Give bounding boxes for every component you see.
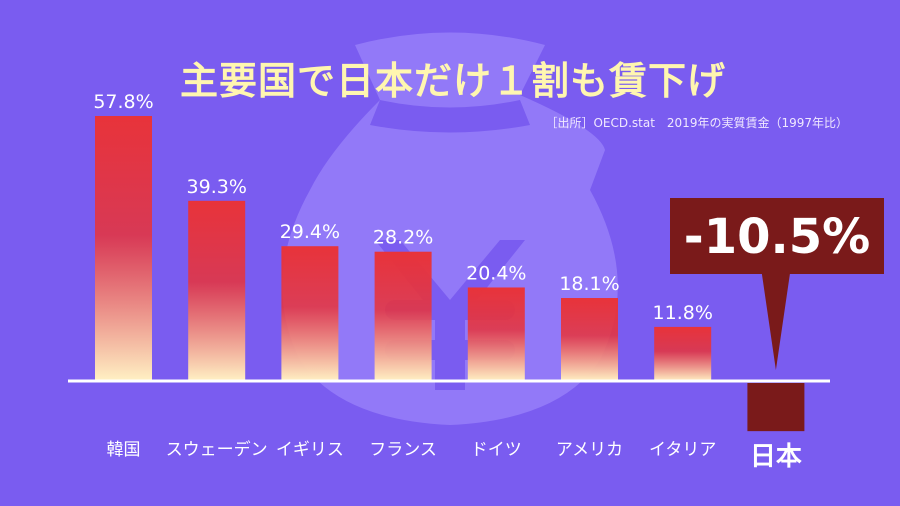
value-label-0: 57.8% bbox=[93, 91, 153, 113]
value-label-2: 29.4% bbox=[280, 221, 340, 243]
bar-0 bbox=[95, 116, 152, 381]
bar-3 bbox=[374, 251, 432, 381]
bars-layer bbox=[95, 116, 805, 432]
value-label-1: 39.3% bbox=[187, 176, 247, 198]
chart-source: ［出所］OECD.stat 2019年の実質賃金（1997年比） bbox=[545, 116, 848, 130]
category-label-0: 韓国 bbox=[107, 440, 141, 460]
japan-callout: -10.5% bbox=[670, 198, 884, 370]
category-label-3: フランス bbox=[369, 440, 437, 460]
bar-1 bbox=[188, 200, 246, 381]
labels-layer: 韓国 57.8% スウェーデン 39.3% イギリス 29.4% フランス 28.2% ドイツ 2… bbox=[93, 91, 802, 472]
value-label-3: 28.2% bbox=[373, 227, 433, 249]
category-label-4: ドイツ bbox=[471, 440, 522, 460]
chart-title: 主要国で日本だけ１割も賃下げ bbox=[180, 59, 727, 103]
category-label-7: 日本 bbox=[750, 442, 802, 472]
bar-5 bbox=[561, 298, 618, 381]
bar-6 bbox=[654, 326, 712, 381]
category-label-2: イギリス bbox=[276, 440, 344, 460]
value-label-6: 11.8% bbox=[653, 302, 713, 324]
category-label-1: スウェーデン bbox=[166, 439, 268, 460]
bar-7 bbox=[747, 383, 805, 432]
value-label-7: -10.5% bbox=[684, 209, 870, 265]
callout-box bbox=[670, 198, 884, 274]
value-label-4: 20.4% bbox=[466, 262, 526, 284]
callout-pointer bbox=[761, 274, 790, 370]
category-label-5: アメリカ bbox=[556, 440, 623, 460]
value-label-5: 18.1% bbox=[559, 273, 619, 295]
bar-4 bbox=[467, 287, 525, 381]
category-label-6: イタリア bbox=[649, 440, 716, 460]
bar-2 bbox=[281, 246, 339, 381]
